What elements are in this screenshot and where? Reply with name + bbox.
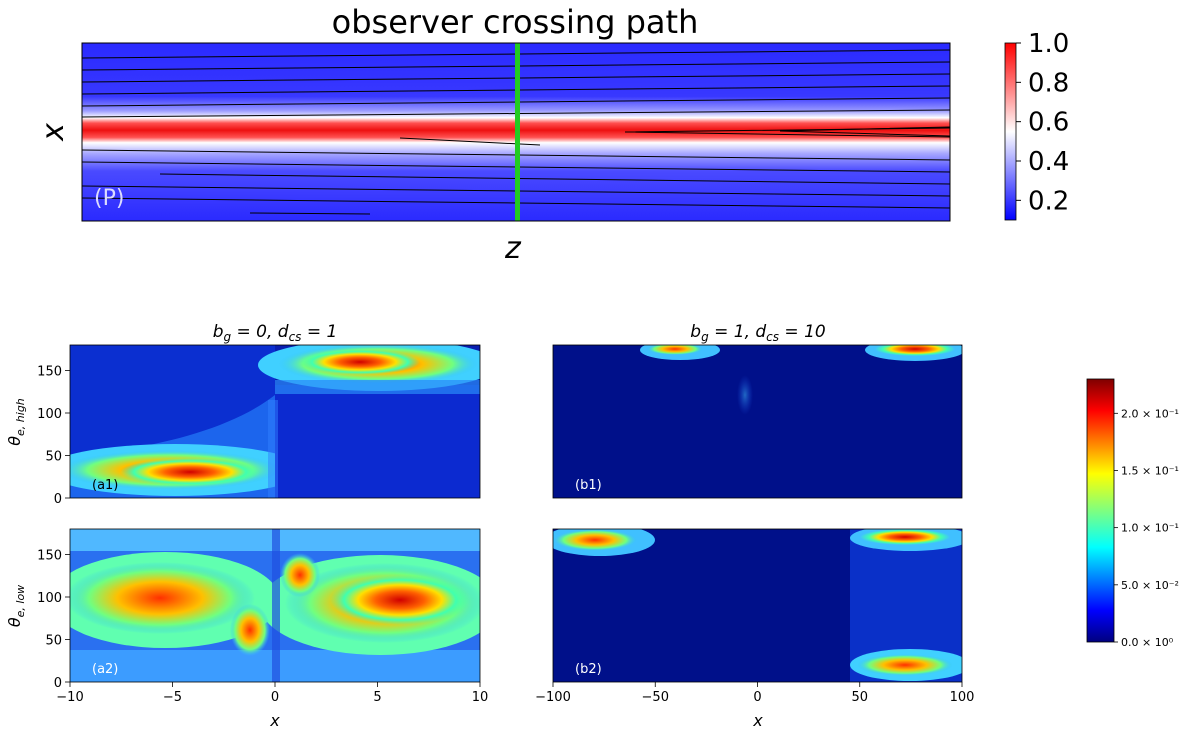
panel-b2-xtick-tick-label: 0 <box>753 690 761 705</box>
panel-a2-xtick-tick-label: −5 <box>163 690 182 705</box>
panel-a2-heatmap: (a2) <box>70 529 480 682</box>
panel-a2-ytick-tick-label: 100 <box>37 591 62 606</box>
panel-a2-label: (a2) <box>92 662 118 677</box>
colorbar-p-tick-label: 0.4 <box>1028 147 1069 177</box>
panel-b2-label: (b2) <box>575 662 602 677</box>
panel-a2-ylabel: θe, low <box>5 585 27 627</box>
panel-p-ylabel: x <box>36 123 71 142</box>
colorbar-p-tick-label: 0.6 <box>1028 108 1069 138</box>
panel-a1-ytick-tick-label: 50 <box>45 450 62 465</box>
panel-a2-ytick-tick-label: 50 <box>45 634 62 649</box>
panel-a1-ytick-tick-label: 0 <box>54 492 62 507</box>
colorbar-jet-tick-label: 5.0 × 10⁻² <box>1121 579 1179 592</box>
colorbar-p-ticks: 0.2 0.4 0.6 0.8 1.0 <box>1016 29 1069 216</box>
panel-b2-xtick-tick-label: 100 <box>950 690 975 705</box>
panel-b2-xlabel: x <box>752 711 763 730</box>
panel-b1-heatmap: (b1) <box>553 345 962 498</box>
colorbar-p: 0.2 0.4 0.6 0.8 1.0 <box>1004 29 1069 221</box>
panel-a2-xtick-tick-label: −10 <box>56 690 83 705</box>
panel-a2-xtick-tick-label: 5 <box>373 690 381 705</box>
colorbar-jet-gradient <box>1086 378 1115 643</box>
panel-a2-ytick-tick-label: 0 <box>54 676 62 691</box>
panel-p-xlabel: z <box>504 231 522 266</box>
colorbar-p-tick-label: 0.2 <box>1028 186 1069 216</box>
panel-a2-xlabel: x <box>269 711 280 730</box>
colorbar-jet-tick-label: 0.0 × 10⁰ <box>1121 636 1174 649</box>
colorbar-p-tick-label: 1.0 <box>1028 29 1069 59</box>
colorbar-p-tick-label: 0.8 <box>1028 68 1069 98</box>
panel-b2-xtick-tick-label: −100 <box>535 690 571 705</box>
panel-a1-label: (a1) <box>92 478 118 493</box>
panel-p-title: observer crossing path <box>332 3 699 41</box>
colorbar-jet-tick-label: 1.5 × 10⁻¹ <box>1121 464 1179 477</box>
colorbar-jet-tick-label: 2.0 × 10⁻¹ <box>1121 407 1179 420</box>
colorbar-jet-ticks: 0.0 × 10⁰ 5.0 × 10⁻² 1.0 × 10⁻¹ 1.5 × 10⁻¹ 2… <box>1114 407 1179 649</box>
colorbar-jet: 0.0 × 10⁰ 5.0 × 10⁻² 1.0 × 10⁻¹ 1.5 × 10⁻¹ 2… <box>1086 378 1179 649</box>
panel-a2-ytick-tick-label: 150 <box>37 549 62 564</box>
panel-a1-ytick-tick-label: 150 <box>37 365 62 380</box>
colorbar-p-gradient <box>1004 42 1017 221</box>
panel-p-heatmap: (P) <box>81 42 951 222</box>
panel-a2-xtick-tick-label: 10 <box>472 690 489 705</box>
panel-p-label: (P) <box>94 186 124 211</box>
panel-a1-heatmap: (a1) <box>70 345 480 498</box>
panel-b2-xtick-tick-label: −50 <box>642 690 669 705</box>
panel-b2-xtick-tick-label: 50 <box>851 690 868 705</box>
observer-crossing-line <box>515 43 520 221</box>
panel-a-title: bg = 0, dcs = 1 <box>213 322 338 344</box>
panel-b-title: bg = 1, dcs = 10 <box>690 322 825 344</box>
colorbar-jet-tick-label: 1.0 × 10⁻¹ <box>1121 522 1179 535</box>
panel-a1-ytick-tick-label: 100 <box>37 407 62 422</box>
panel-a1-ylabel: θe, high <box>5 398 27 446</box>
panel-a2-xtick-tick-label: 0 <box>271 690 279 705</box>
panel-b1-label: (b1) <box>575 478 602 493</box>
panel-b2-heatmap: (b2) <box>553 529 962 682</box>
